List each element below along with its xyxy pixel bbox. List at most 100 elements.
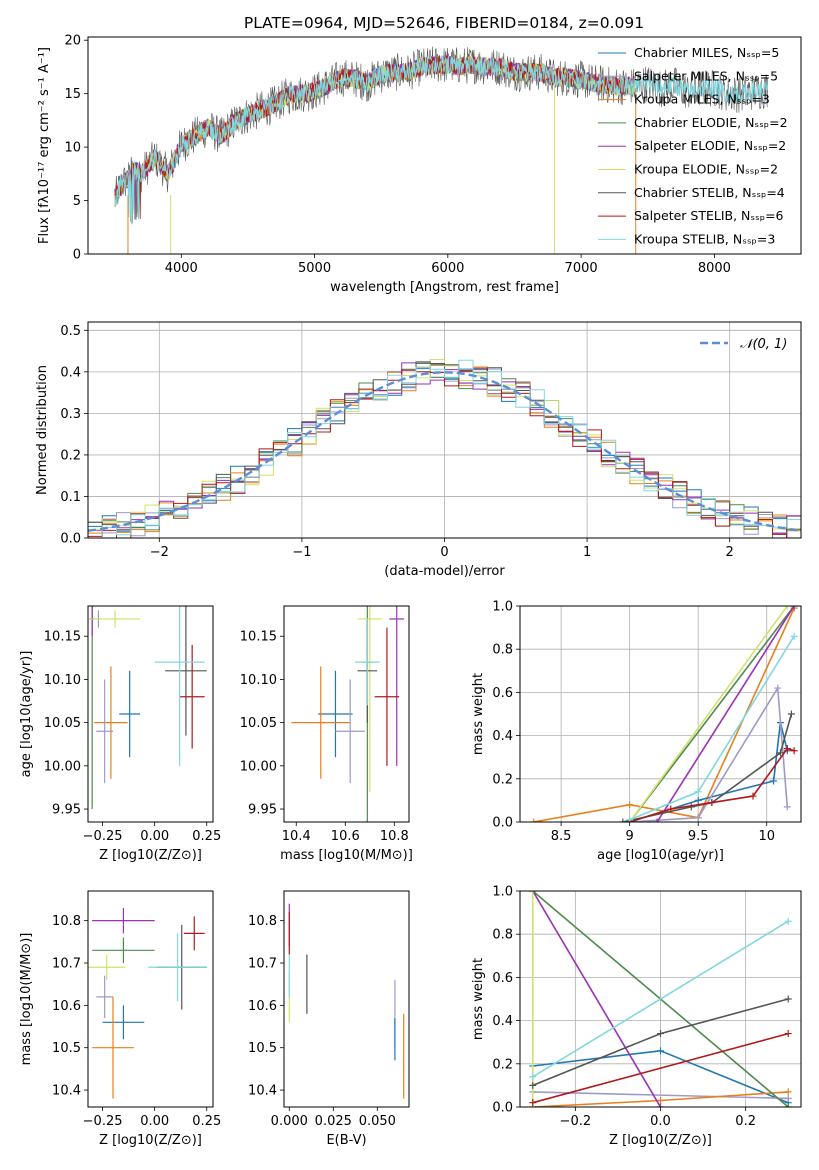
x-tick-label: 0.000 [271, 1114, 308, 1129]
y-tick-label: 9.95 [248, 803, 277, 818]
y-axis-label: mass [log10(M/M⊙)] [19, 933, 34, 1066]
y-tick-label: 10.05 [240, 716, 277, 731]
weight-line-chab_stelib [622, 713, 793, 822]
axes-frame [519, 605, 802, 823]
x-tick-label: 6000 [431, 261, 464, 276]
y-tick-label: 0.6 [492, 971, 513, 986]
y-tick-label: 0.1 [60, 490, 81, 505]
weight-marker [694, 796, 702, 804]
y-tick-label: 0.6 [492, 686, 513, 701]
x-tick-label: 7000 [565, 261, 598, 276]
y-tick-label: 1.0 [492, 600, 513, 615]
x-tick-label: 0.25 [192, 1114, 221, 1129]
weight-line-krou_miles [533, 607, 795, 822]
weight-line-chab_elodie [629, 606, 795, 822]
plot-area [288, 903, 405, 1099]
weight-line-salp_stelib [532, 1032, 789, 1104]
x-tick-label: 0.0 [650, 1114, 671, 1129]
x-tick-label: 0.2 [735, 1114, 756, 1129]
y-tick-label: 10.10 [240, 673, 277, 688]
weight-marker [657, 1030, 664, 1038]
y-tick-label: 0.8 [492, 928, 513, 943]
y-tick-label: 1.0 [492, 885, 513, 900]
axes-frame [87, 605, 214, 823]
y-tick-label: 10.5 [52, 1041, 81, 1056]
axes-frame [87, 890, 214, 1108]
x-tick-label: −2 [150, 545, 169, 560]
weight-marker [530, 818, 538, 822]
plot-area [291, 606, 405, 822]
y-tick-label: 0.2 [492, 772, 513, 787]
plot-area [88, 359, 801, 538]
x-tick-label: 10 [758, 829, 775, 844]
y-tick-label: 10.15 [44, 630, 81, 645]
x-tick-label: 10.4 [282, 829, 311, 844]
legend-label: Kroupa STELIB, Nₛₛₚ=3 [634, 231, 775, 246]
x-tick-label: 0.00 [140, 1114, 169, 1129]
spectrum-legend: Chabrier MILES, Nₛₛₚ=5 Salpeter MILES, Nₛ… [598, 45, 788, 246]
x-tick-label: 0.25 [192, 829, 221, 844]
plot-area [89, 606, 207, 810]
spectrum-line-krou_stelib [114, 55, 769, 225]
weight-line-salp_elodie [532, 891, 662, 1107]
weight-marker [790, 632, 798, 640]
y-tick-label: 10.00 [240, 759, 277, 774]
y-axis-label: age [log10(age/yr)] [19, 651, 34, 778]
x-tick-label: 9.5 [688, 829, 709, 844]
y-tick-label: 10.4 [52, 1084, 81, 1099]
weight-marker [529, 1073, 537, 1081]
weight-line-krou_stelib [532, 920, 789, 1078]
legend-label: Salpeter STELIB, Nₛₛₚ=6 [634, 208, 784, 223]
legend-label: Chabrier STELIB, Nₛₛₚ=4 [634, 185, 785, 200]
y-tick-label: 10.8 [248, 914, 277, 929]
y-tick-label: 0.3 [60, 407, 81, 422]
weight-marker [657, 1097, 664, 1105]
weight-line-salp_elodie [656, 606, 795, 822]
y-tick-label: 10.05 [44, 716, 81, 731]
weight-marker [657, 1103, 664, 1107]
weight-marker [784, 1103, 792, 1107]
x-tick-label: 8.5 [551, 829, 572, 844]
weight-line-salp_miles [629, 685, 789, 822]
weight-marker [790, 747, 798, 755]
weight-marker [694, 814, 702, 822]
y-tick-label: 10.6 [52, 999, 81, 1014]
weight-marker [784, 1030, 792, 1038]
weight-marker [529, 1081, 537, 1089]
y-tick-label: 10.4 [248, 1084, 277, 1099]
weight-marker [529, 891, 537, 895]
weight-marker [774, 684, 782, 692]
y-tick-label: 10.5 [248, 1041, 277, 1056]
weight-marker [708, 799, 716, 807]
y-tick-label: 20 [64, 34, 81, 49]
axes-frame [87, 321, 802, 539]
y-tick-label: 10 [64, 141, 81, 156]
y-tick-label: 0.0 [492, 1101, 513, 1116]
panel-age_vs_mass: 10.4 10.6 10.8 9.95 10.00 10.05 10.10 10.15 mass… [240, 605, 413, 863]
panel-mass_vs_Z: −0.25 0.00 0.25 10.4 10.5 10.6 10.7 10.8 Z [log1… [19, 890, 221, 1148]
x-tick-label: 0.025 [315, 1114, 352, 1129]
x-tick-label: −0.2 [560, 1114, 592, 1129]
x-tick-label: 2 [726, 545, 734, 560]
plot-area [114, 46, 769, 254]
y-axis-label: Normed distribution [35, 365, 50, 495]
weight-marker [783, 606, 791, 610]
legend-label: 𝒩(0, 1) [740, 337, 787, 352]
weight-marker [626, 816, 634, 822]
y-tick-label: 0.2 [492, 1057, 513, 1072]
y-tick-label: 10.6 [248, 999, 277, 1014]
y-axis-label: mass weight [471, 673, 486, 755]
x-tick-label: 1 [583, 545, 591, 560]
y-tick-label: 0.5 [60, 324, 81, 339]
x-tick-label: −0.25 [83, 1114, 123, 1129]
weight-marker [783, 745, 791, 753]
panel-spectrum: 4000 5000 6000 7000 8000 0 5 10 15 20 wavelength [… [37, 34, 802, 295]
x-axis-label: E(B-V) [326, 1133, 366, 1148]
weight-marker [784, 1088, 792, 1096]
histogram-krou_elodie [88, 359, 801, 531]
x-tick-label: 10.6 [331, 829, 360, 844]
y-tick-label: 10.8 [52, 914, 81, 929]
x-tick-label: 0.050 [359, 1114, 396, 1129]
x-tick-label: −1 [292, 545, 311, 560]
x-axis-label: Z [log10(Z/Z⊙)] [99, 1133, 202, 1148]
